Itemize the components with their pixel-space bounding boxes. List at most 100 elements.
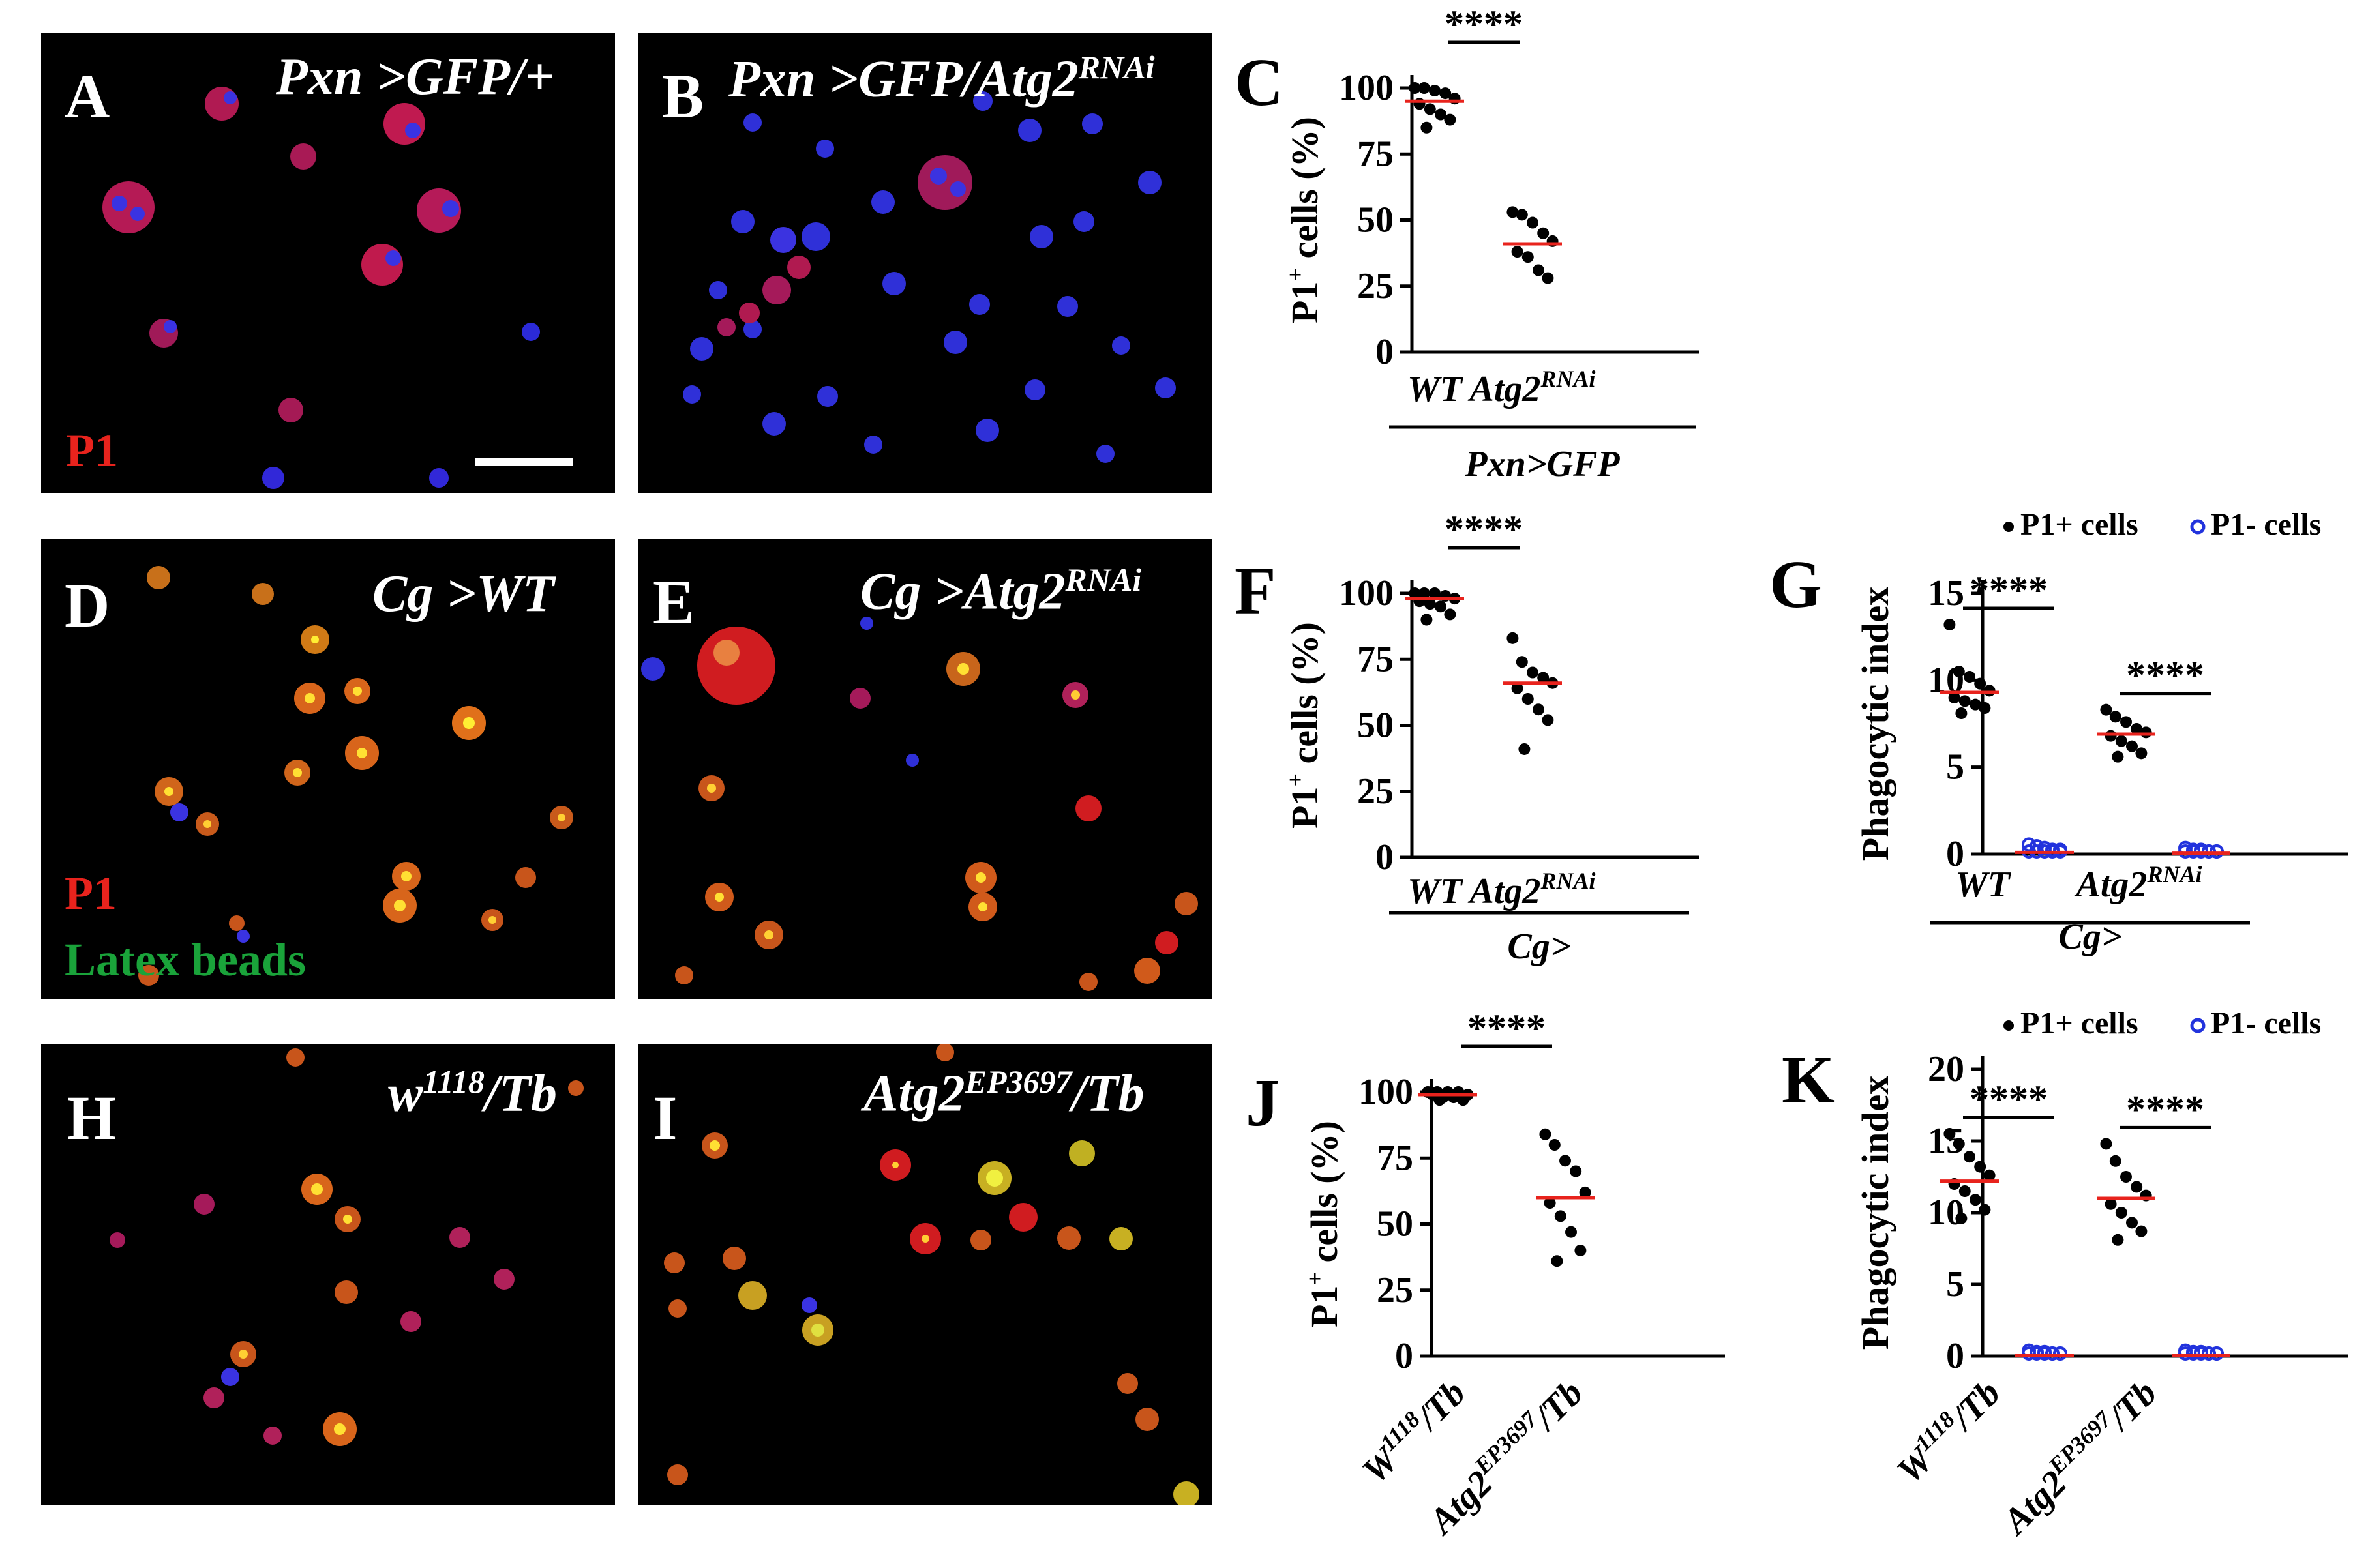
data-point-g-s0-c1-8 — [2135, 747, 2148, 760]
data-point-g-s1-c1-9 — [2210, 844, 2224, 859]
x-tick-label-g-1: Atg2RNAi — [2075, 861, 2202, 905]
data-point-k-s1-c0-9 — [2053, 1346, 2067, 1361]
data-point-j-s0-c1-3 — [1570, 1165, 1582, 1177]
data-point-c-s0-c1-8 — [1542, 272, 1554, 284]
data-point-k-s1-c0-8 — [2045, 1346, 2060, 1361]
y-tick-label-c-1: 25 — [1357, 266, 1394, 306]
data-point-k-s0-c1-8 — [2135, 1225, 2148, 1237]
y-tick-label-j-3: 75 — [1377, 1138, 1413, 1178]
y-tick-label-k-4: 20 — [1928, 1049, 1964, 1089]
group-label-g: Cg> — [2058, 917, 2121, 957]
data-point-j-s0-c0-9 — [1433, 1094, 1446, 1106]
data-point-f-s0-c1-5 — [1511, 682, 1523, 694]
data-point-f-s0-c1-7 — [1533, 703, 1544, 716]
cells-i — [664, 1044, 1199, 1505]
x-tick-label-c-1: Atg2RNAi — [1468, 366, 1596, 409]
chart-c-svg: 0 25 50 75 100 P1+ cells (%) WT Atg2RNAi Pxn>GFP… — [1282, 3, 1699, 484]
data-point-g-s0-c0-6 — [1958, 695, 1971, 707]
data-point-g-s0-c1-7 — [2126, 740, 2138, 752]
data-point-k-s0-c1-5 — [2105, 1198, 2117, 1210]
data-point-c-s0-c0-6 — [1424, 103, 1436, 115]
panel-label-d: D — [65, 570, 110, 640]
data-point-g-s0-c1-0 — [2100, 703, 2112, 716]
cells-e — [641, 617, 1198, 991]
data-point-k-s0-c0-9 — [1955, 1212, 1968, 1224]
data-point-g-s1-c1-6 — [2186, 844, 2200, 859]
legend-label-g-1: P1- cells — [2211, 507, 2321, 542]
data-point-c-s0-c1-0 — [1506, 206, 1519, 218]
data-point-c-s0-c1-7 — [1533, 264, 1544, 276]
data-point-k-s0-c0-3 — [1974, 1161, 1986, 1173]
chart-k: 0 5 10 15 20 Phagocytic index W1118/Tb Atg2EP36… — [1852, 1004, 2361, 1565]
data-point-k-s1-c1-8 — [2202, 1346, 2216, 1361]
data-point-f-s0-c1-3 — [1537, 672, 1550, 684]
data-point-k-s0-c1-1 — [2109, 1155, 2121, 1167]
data-point-j-s0-c1-6 — [1554, 1210, 1566, 1222]
data-point-f-s0-c0-6 — [1424, 598, 1436, 610]
data-point-c-s0-c1-2 — [1527, 216, 1538, 229]
data-point-k-s0-c1-0 — [2100, 1138, 2112, 1150]
data-point-j-s0-c1-8 — [1574, 1245, 1587, 1256]
data-point-c-s0-c1-6 — [1521, 251, 1534, 263]
data-point-k-s0-c1-9 — [2112, 1234, 2124, 1246]
data-point-g-s0-c0-9 — [1955, 707, 1968, 719]
data-point-g-s0-c1-6 — [2115, 735, 2127, 747]
x-tick-label-f-0: WT — [1407, 871, 1464, 911]
micrograph-i: I Atg2EP3697/Tb — [638, 1044, 1212, 1505]
data-point-g-s0-c0-5 — [1948, 692, 1960, 703]
y-tick-label-g-1: 5 — [1946, 747, 1964, 788]
x-tick-label-g-0: WT — [1955, 865, 2012, 905]
data-point-j-s0-c1-2 — [1559, 1155, 1571, 1167]
data-point-k-s0-c0-4 — [1983, 1169, 1996, 1181]
micrograph-a: A Pxn >GFP/+ P1 — [41, 33, 615, 493]
data-point-f-s0-c0-9 — [1420, 614, 1433, 626]
data-point-f-s0-c1-9 — [1518, 743, 1531, 755]
data-point-f-s0-c1-8 — [1542, 714, 1554, 726]
legend-marker-g-1 — [2190, 519, 2206, 535]
stain-label-p1-a: P1 — [66, 424, 118, 477]
genotype-label-b: Pxn >GFP/Atg2RNAi — [728, 49, 1155, 108]
data-point-k-s0-c1-2 — [2120, 1171, 2132, 1183]
x-tick-label-f-1: Atg2RNAi — [1468, 868, 1596, 911]
legend-marker-k-0 — [2003, 1020, 2014, 1031]
genotype-label-d: Cg >WT — [372, 565, 554, 623]
panel-label-f: F — [1235, 554, 1276, 629]
significance-label-g-0: **** — [1970, 569, 2048, 612]
y-tick-label-j-2: 50 — [1377, 1204, 1413, 1245]
panel-label-k: K — [1782, 1043, 1835, 1117]
y-tick-label-f-4: 100 — [1339, 573, 1394, 614]
data-point-f-s0-c1-2 — [1527, 666, 1538, 679]
data-point-k-s0-c0-7 — [1970, 1194, 1981, 1206]
cells-d — [138, 566, 573, 986]
data-point-g-s0-c1-1 — [2109, 711, 2121, 723]
x-tick-label-k-0: W1118/Tb — [1887, 1370, 2009, 1492]
group-label-f: Cg> — [1507, 926, 1570, 967]
y-axis-label-f: P1+ cells (%) — [1282, 622, 1326, 829]
data-point-k-s0-c1-6 — [2115, 1207, 2127, 1219]
data-point-f-s0-c1-6 — [1521, 693, 1534, 705]
y-tick-label-c-4: 100 — [1339, 68, 1394, 108]
data-point-g-s0-c0-8 — [1979, 702, 1991, 714]
data-point-g-s0-c1-9 — [2112, 750, 2124, 763]
y-tick-label-g-3: 15 — [1928, 573, 1964, 614]
y-tick-label-f-0: 0 — [1375, 837, 1394, 878]
data-point-c-s0-c0-8 — [1444, 113, 1456, 126]
data-point-k-s1-c1-6 — [2186, 1346, 2200, 1361]
chart-j: 0 25 50 75 100 P1+ cells (%) W1118/Tb Atg2EP369… — [1302, 1007, 1774, 1565]
data-point-f-s0-c1-0 — [1506, 632, 1519, 644]
chart-f-svg: 0 25 50 75 100 P1+ cells (%) WT Atg2RNAi Cg> **** — [1282, 508, 1699, 967]
data-point-g-s0-c0-2 — [1964, 671, 1975, 683]
panel-label-i: I — [653, 1083, 678, 1153]
data-point-g-s0-c0-7 — [1970, 698, 1981, 711]
significance-label-f-0: **** — [1445, 508, 1523, 551]
data-point-f-s0-c0-7 — [1435, 600, 1446, 613]
data-point-c-s0-c1-5 — [1511, 246, 1523, 258]
data-point-j-s0-c1-9 — [1551, 1255, 1563, 1267]
data-point-j-s0-c1-0 — [1539, 1128, 1551, 1140]
y-axis-label-j: P1+ cells (%) — [1302, 1121, 1345, 1327]
data-point-j-s0-c1-4 — [1579, 1186, 1591, 1198]
data-point-c-s0-c0-7 — [1435, 108, 1446, 121]
y-tick-label-f-2: 50 — [1357, 705, 1394, 746]
